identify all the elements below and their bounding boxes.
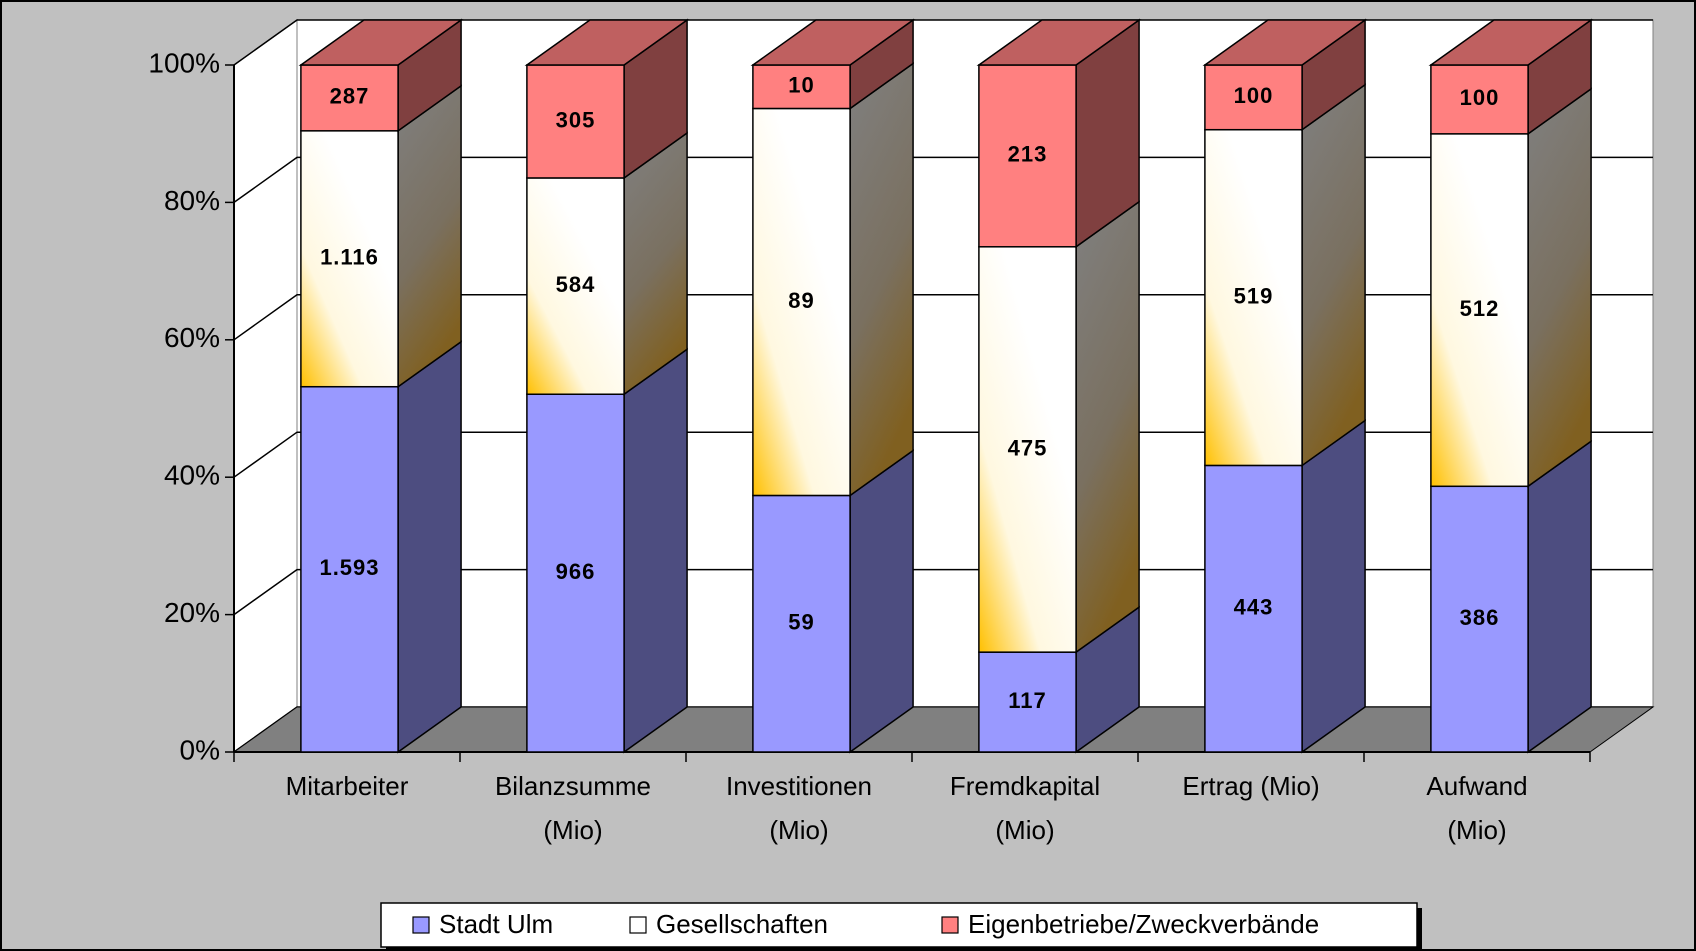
- data-label: 475: [1008, 435, 1048, 460]
- data-label: 519: [1234, 283, 1274, 308]
- bar-side: [397, 340, 462, 754]
- data-label: 213: [1008, 142, 1048, 167]
- data-label: 117: [1008, 688, 1047, 713]
- y-tick-label: 20%: [164, 597, 220, 628]
- legend-swatch: [941, 916, 959, 934]
- y-tick-label: 80%: [164, 185, 220, 216]
- bar-top: [976, 19, 1142, 66]
- bar: [752, 494, 851, 753]
- bar: [1430, 485, 1529, 753]
- data-label: 59: [788, 610, 814, 635]
- bar-side: [397, 84, 462, 389]
- bar: [526, 393, 625, 753]
- bar: [300, 130, 399, 388]
- grid-line: [233, 431, 1653, 478]
- grid-line: [233, 294, 1653, 341]
- data-label: 1.593: [319, 555, 379, 580]
- bar-side: [849, 449, 914, 754]
- side-wall: [233, 19, 298, 753]
- bar-top: [298, 19, 464, 66]
- x-tick-label: Mitarbeiter: [285, 771, 409, 801]
- y-tick-label: 60%: [164, 322, 220, 353]
- bar-side: [1527, 439, 1592, 754]
- x-tick-label: Investitionen (Mio): [726, 771, 872, 845]
- y-tick-label: 0%: [180, 734, 220, 765]
- data-label: 100: [1460, 85, 1500, 110]
- data-label: 966: [556, 559, 596, 584]
- data-label: 287: [330, 84, 370, 109]
- bar: [978, 651, 1077, 753]
- legend-label: Gesellschaften: [656, 909, 828, 939]
- data-label: 1.116: [320, 245, 379, 270]
- bar: [1430, 133, 1529, 488]
- bar: [300, 64, 399, 132]
- bar-side: [623, 347, 688, 754]
- y-tick-label: 40%: [164, 460, 220, 491]
- bar-side: [1075, 200, 1140, 654]
- data-label: 10: [788, 73, 814, 98]
- data-label: 512: [1460, 296, 1500, 321]
- y-tick-label: 100%: [148, 47, 220, 78]
- data-label: 386: [1460, 605, 1500, 630]
- bar: [1204, 128, 1303, 467]
- data-label: 100: [1234, 83, 1274, 108]
- bar-side: [849, 62, 914, 497]
- bar-top: [1428, 19, 1594, 66]
- legend-box: [380, 902, 1418, 948]
- legend-label: Stadt Ulm: [439, 909, 553, 939]
- x-tick-label: Bilanzsumme (Mio): [494, 771, 652, 845]
- bar: [526, 177, 625, 395]
- grid-line: [233, 156, 1653, 204]
- bar: [1204, 464, 1303, 753]
- data-label: 89: [788, 288, 814, 313]
- bar-side: [1301, 418, 1366, 754]
- bar: [978, 246, 1077, 653]
- bar-side: [1301, 83, 1366, 467]
- legend-swatch: [629, 916, 647, 934]
- data-label: 584: [556, 272, 596, 297]
- bar: [752, 107, 851, 497]
- bar-top: [524, 19, 690, 66]
- bar-top: [1202, 19, 1368, 66]
- data-label: 305: [556, 107, 596, 132]
- legend-swatch: [412, 916, 430, 934]
- data-label: 443: [1234, 595, 1274, 620]
- x-tick-label: Ertrag (Mio): [1182, 771, 1320, 801]
- x-tick-label: Aufwand (Mio): [1426, 771, 1528, 845]
- bar-top: [750, 19, 916, 66]
- bar-side: [623, 131, 688, 396]
- grid-line: [233, 568, 1653, 616]
- back-wall: [296, 19, 1654, 708]
- bar: [1204, 64, 1303, 131]
- bar: [300, 385, 399, 753]
- bar-side: [1527, 87, 1592, 488]
- legend: Stadt Ulm Gesellschaften Eigenbetriebe/Zwe…: [380, 902, 1422, 951]
- legend-label: Eigenbetriebe/Zweckverbände: [968, 909, 1319, 939]
- x-tick-label: Fremdkapital (Mio): [949, 771, 1101, 845]
- bar: [1430, 64, 1529, 135]
- grid-line: [233, 19, 1653, 66]
